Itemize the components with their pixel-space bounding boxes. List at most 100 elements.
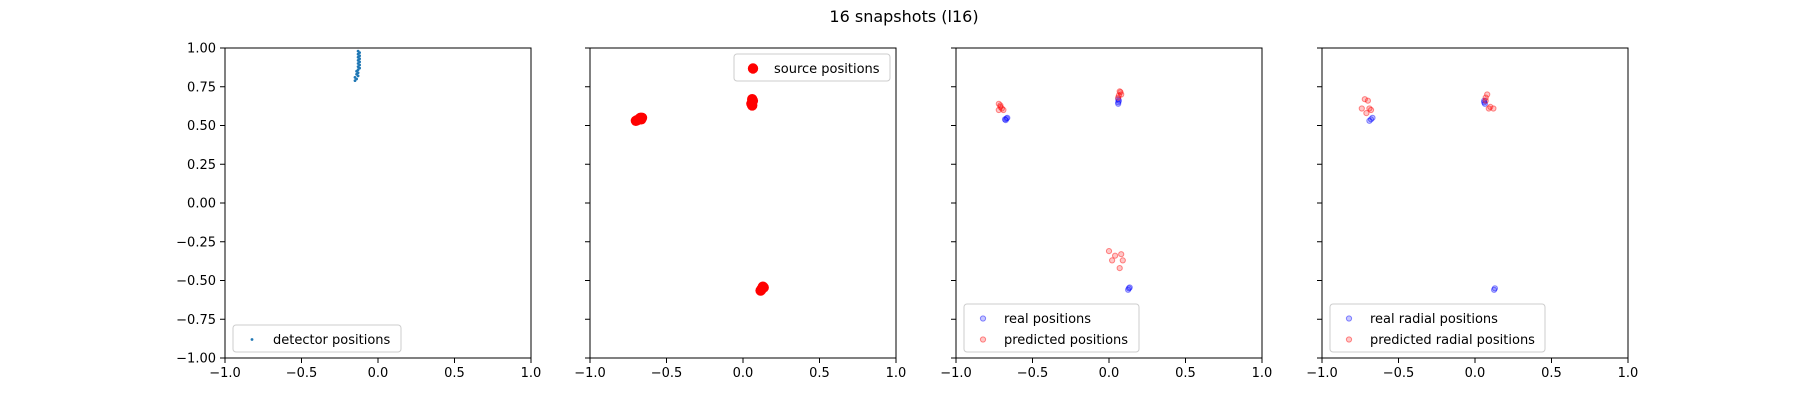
- legend-label: real positions: [1004, 312, 1091, 327]
- data-point: [1491, 285, 1499, 292]
- data-point: [1118, 251, 1125, 258]
- x-tick-label: 0.5: [1541, 366, 1562, 381]
- legend-box: [733, 53, 891, 82]
- data-point: [1366, 117, 1373, 124]
- data-point: [1115, 96, 1122, 103]
- x-tick-label: 1.0: [521, 366, 542, 381]
- x-tick-label: 0.0: [1465, 366, 1486, 381]
- subplot-grid: −1.0 −0.5 0.0 0.5 1.0 −1.00 −0.75 −0.50 −0.25 0.0…: [176, 42, 1638, 382]
- data-point: [1364, 97, 1372, 104]
- x-tick-label: 1.0: [1618, 366, 1639, 381]
- x-tick-label: 1.0: [1252, 366, 1273, 381]
- legend-label: source positions: [774, 62, 880, 77]
- subplot-2: −1.0 −0.5 0.0 0.5 1.0 source positions: [574, 47, 907, 381]
- legend: real radial positions predicted radial po…: [1329, 303, 1546, 353]
- y-tick-label: 1.00: [187, 42, 216, 57]
- data-point: [1000, 106, 1007, 114]
- data-point: [758, 282, 769, 293]
- y-tick-label: 0.75: [187, 80, 216, 95]
- data-point: [1126, 284, 1133, 291]
- data-point: [1002, 117, 1009, 124]
- y-tick-label: 0.25: [187, 158, 216, 173]
- subplot-1: −1.0 −0.5 0.0 0.5 1.0 −1.00 −0.75 −0.50 −0.25 0.0…: [176, 42, 541, 382]
- data-point: [1367, 106, 1375, 114]
- data-point: [995, 106, 1002, 114]
- data-point: [1481, 97, 1488, 104]
- data-point: [1115, 97, 1123, 104]
- series-1-points: [1366, 97, 1499, 293]
- legend-label: predicted radial positions: [1370, 333, 1535, 348]
- series-1-points: [353, 49, 361, 82]
- data-point: [1363, 110, 1370, 117]
- legend: real positions predicted positions: [963, 303, 1140, 353]
- legend-marker: [979, 336, 987, 343]
- data-point: [1482, 94, 1489, 101]
- x-tick-label: 0.5: [809, 366, 830, 381]
- data-point: [746, 98, 757, 110]
- data-point: [636, 114, 647, 125]
- data-point: [997, 102, 1004, 109]
- series-2-points: [1358, 91, 1497, 117]
- x-tick-label: 0.0: [368, 366, 389, 381]
- x-tick-label: −1.0: [1306, 366, 1338, 381]
- data-point: [1116, 88, 1123, 95]
- x-tick-label: 0.0: [733, 366, 754, 381]
- legend: detector positions: [232, 324, 402, 353]
- data-point: [1115, 99, 1122, 106]
- axes-frame: [224, 47, 532, 359]
- data-point: [1105, 248, 1113, 255]
- data-point: [1366, 105, 1373, 112]
- y-tick-label: −0.75: [176, 313, 216, 328]
- data-point: [1487, 103, 1494, 111]
- subplot-4: −1.0 −0.5 0.0 0.5 1.0 real radial positions pr…: [1306, 47, 1639, 381]
- x-tick-label: −0.5: [651, 366, 683, 381]
- data-point: [1001, 116, 1009, 123]
- legend-box: [1329, 303, 1546, 353]
- legend-marker: [979, 315, 987, 322]
- y-tick-label: −0.25: [176, 235, 216, 250]
- data-point: [1003, 115, 1010, 122]
- data-point: [1491, 286, 1498, 293]
- data-point: [998, 105, 1006, 112]
- y-tick-label: −0.50: [176, 274, 216, 289]
- legend-label: detector positions: [273, 333, 391, 348]
- data-point: [1109, 257, 1116, 264]
- data-point: [1481, 100, 1489, 107]
- y-tick-label: 0.00: [187, 197, 216, 212]
- data-point: [1482, 97, 1489, 104]
- data-point: [1358, 105, 1365, 112]
- data-point: [1369, 114, 1376, 121]
- x-tick-label: 0.5: [444, 366, 465, 381]
- x-tick-label: −1.0: [940, 366, 972, 381]
- legend-marker: [1345, 315, 1353, 322]
- data-point: [1115, 94, 1122, 101]
- data-point: [1115, 92, 1123, 99]
- legend-box: [963, 303, 1140, 353]
- data-point: [1490, 105, 1497, 112]
- data-point: [1481, 99, 1488, 106]
- series-1-points: [630, 94, 769, 296]
- data-point: [1484, 91, 1491, 98]
- data-point: [1125, 285, 1133, 292]
- legend-label: predicted positions: [1004, 333, 1128, 348]
- series-1-points: [1001, 96, 1133, 293]
- y-tick-label: −1.00: [176, 352, 216, 367]
- x-tick-label: −0.5: [1017, 366, 1049, 381]
- x-tick-label: −1.0: [574, 366, 606, 381]
- x-tick-label: −1.0: [209, 366, 241, 381]
- data-point: [1361, 96, 1368, 103]
- x-tick-label: 0.0: [1099, 366, 1120, 381]
- x-tick-label: −0.5: [1383, 366, 1415, 381]
- data-point: [353, 79, 357, 82]
- data-point: [1112, 252, 1119, 259]
- legend-box: [232, 324, 402, 353]
- data-point: [1115, 100, 1122, 107]
- data-point: [1367, 116, 1375, 123]
- data-point: [1117, 89, 1124, 96]
- legend-marker: [1345, 336, 1353, 343]
- x-tick-label: 1.0: [886, 366, 907, 381]
- legend-label: real radial positions: [1370, 312, 1498, 327]
- y-tick-label: 0.50: [187, 119, 216, 134]
- series-2-points: [995, 88, 1126, 272]
